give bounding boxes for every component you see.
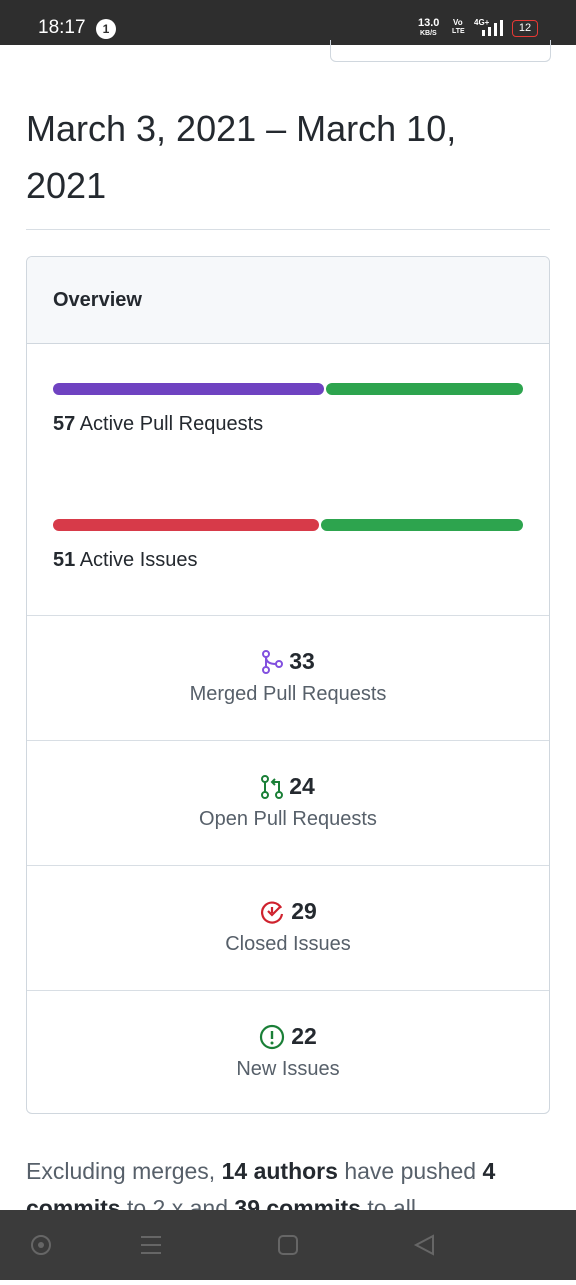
summary-text: have pushed bbox=[344, 1158, 477, 1184]
pr-total: 57 bbox=[53, 413, 76, 435]
battery: 12 bbox=[512, 20, 538, 37]
pr-bar bbox=[53, 383, 523, 395]
issue-bar bbox=[53, 519, 523, 531]
volte: Vo bbox=[453, 18, 463, 27]
time: 18:17 bbox=[38, 17, 86, 38]
volte-lte: LTE bbox=[452, 28, 465, 35]
page-title: March 3, 2021 – March 10, 2021 bbox=[26, 108, 457, 206]
stat-label: New Issues bbox=[236, 1058, 340, 1080]
stat-row: 24 Open Pull Requests bbox=[27, 740, 549, 865]
stat-label: Merged Pull Requests bbox=[189, 683, 387, 705]
stat-icon bbox=[259, 1024, 285, 1050]
status-bar: 18:17 1 13.0 KB/S Vo LTE 4G+ 12 bbox=[0, 0, 576, 45]
bar-segment bbox=[321, 519, 523, 531]
pr-summary: 57 Active Pull Requests bbox=[53, 413, 263, 436]
stat-row: 33 Merged Pull Requests bbox=[27, 615, 549, 740]
stat-value: 33 bbox=[289, 648, 315, 674]
summary-authors: 14 authors bbox=[221, 1158, 338, 1184]
nav-bar bbox=[0, 1210, 576, 1280]
summary-text: Excluding merges, bbox=[26, 1158, 216, 1184]
stat-label: Open Pull Requests bbox=[199, 808, 377, 830]
nav-icons bbox=[31, 1234, 434, 1256]
notification-badge: 1 bbox=[96, 19, 116, 39]
stat-heading: 24 bbox=[27, 773, 549, 800]
stat-row: 22 New Issues bbox=[27, 990, 549, 1113]
stat-heading: 29 bbox=[27, 898, 549, 925]
bar-segment bbox=[53, 519, 320, 531]
summary: Excluding merges, 14 authors have pushed… bbox=[26, 1153, 550, 1227]
signal-icon bbox=[482, 20, 503, 36]
issue-label: Active Issues bbox=[79, 549, 198, 571]
card-title: Overview bbox=[53, 289, 142, 311]
stat-value: 24 bbox=[289, 773, 315, 799]
pr-label: Active Pull Requests bbox=[79, 413, 264, 435]
overview-card: Overview 57 Active Pull Requests 51 Acti… bbox=[26, 256, 550, 1114]
stat-heading: 22 bbox=[27, 1023, 549, 1050]
stat-heading: 33 bbox=[27, 648, 549, 675]
divider bbox=[26, 229, 550, 230]
stat-label: Closed Issues bbox=[225, 933, 351, 955]
card-header: Overview bbox=[27, 257, 549, 344]
bar-segment bbox=[325, 383, 523, 395]
network: 4G+ bbox=[474, 18, 490, 27]
stat-row: 29 Closed Issues bbox=[27, 865, 549, 990]
bar-segment bbox=[53, 383, 324, 395]
dropdown-edge bbox=[330, 40, 551, 62]
stat-value: 29 bbox=[291, 898, 317, 924]
stat-icon bbox=[261, 649, 284, 674]
stat-icon bbox=[261, 774, 284, 799]
stat-icon bbox=[259, 899, 285, 925]
speed: 13.0 bbox=[418, 17, 440, 29]
issue-summary: 51 Active Issues bbox=[53, 549, 198, 572]
speed-unit: KB/S bbox=[420, 30, 437, 37]
stat-value: 22 bbox=[291, 1023, 317, 1049]
issue-total: 51 bbox=[53, 549, 76, 571]
